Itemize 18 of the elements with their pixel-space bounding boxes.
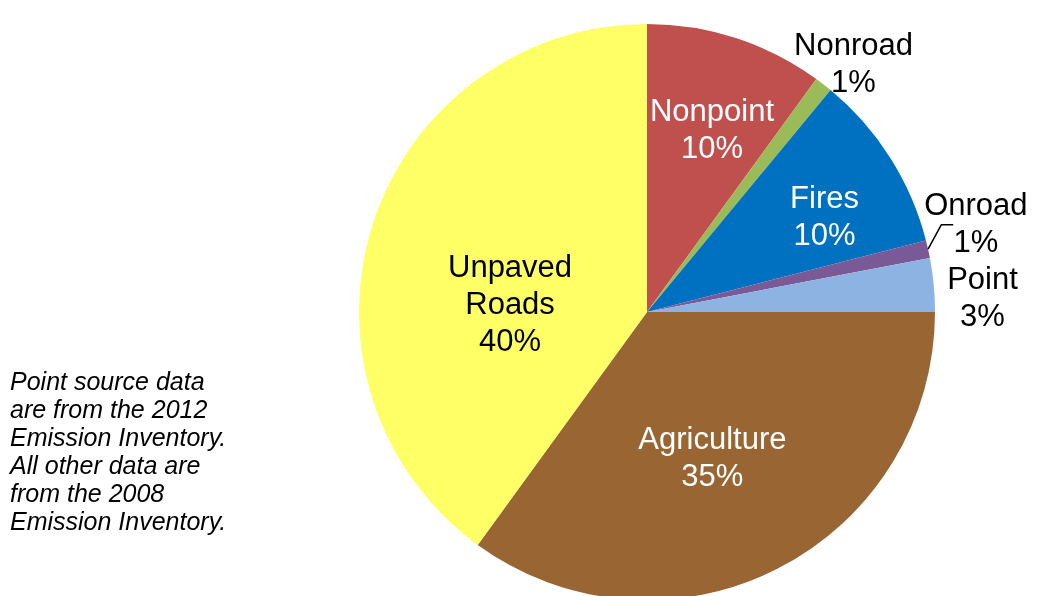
- data-label: 1%: [831, 63, 876, 99]
- slice-label: Onroad: [924, 187, 1028, 223]
- text: Point source data are from the 2012 Emission Inventory.: [10, 367, 227, 451]
- data-label: 35%: [681, 458, 744, 494]
- text: All other data are from the 2008 Emission Inventory.: [8, 451, 227, 535]
- pie-slice: [647, 258, 935, 312]
- data-label: 3%: [960, 298, 1005, 334]
- slice-label: Nonroad: [794, 26, 913, 62]
- data-label: 10%: [680, 130, 743, 166]
- slice-label: Point: [947, 261, 1019, 297]
- pie-slice: [647, 90, 926, 312]
- data-label: 40%: [479, 322, 542, 358]
- data-label: 1%: [953, 224, 999, 260]
- slice-label: Fires: [790, 180, 859, 216]
- data-label: 10%: [793, 217, 856, 253]
- slice-label: Unpaved Roads: [448, 248, 573, 321]
- slice-label: Agriculture: [638, 421, 787, 457]
- slice-label: Nonpoint: [649, 93, 775, 129]
